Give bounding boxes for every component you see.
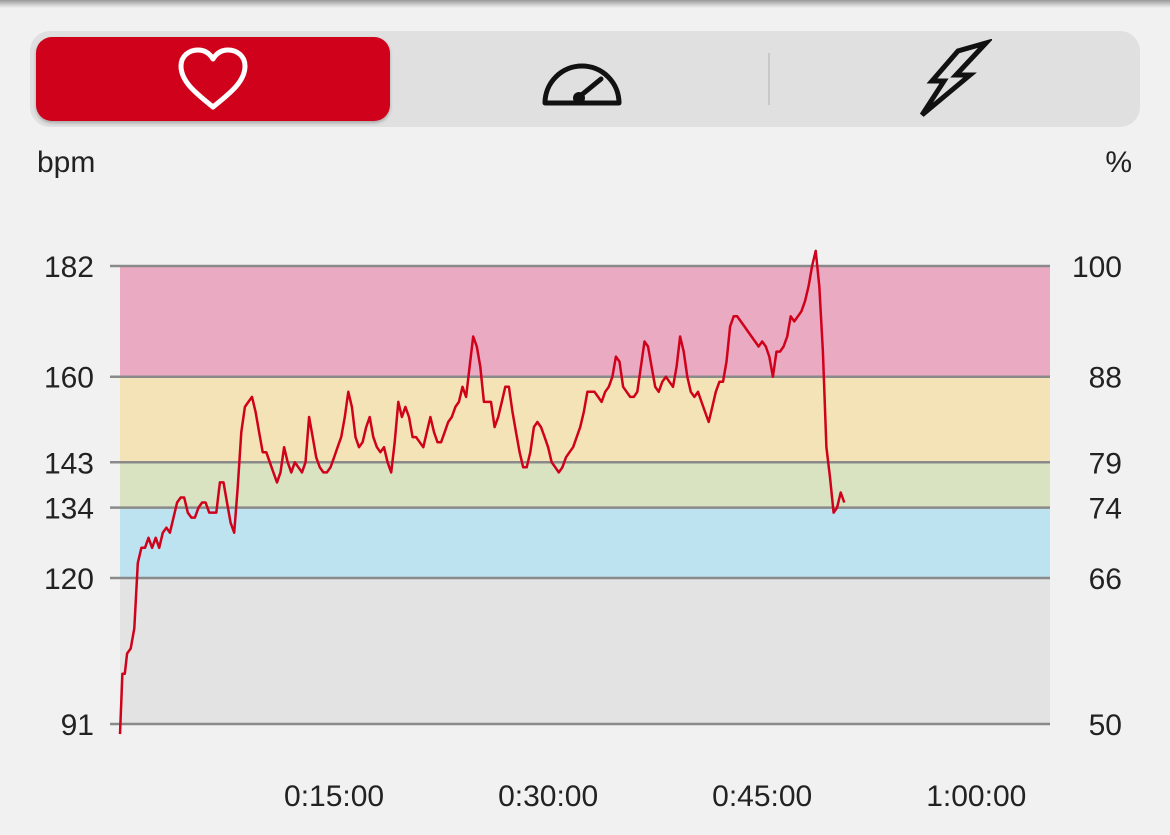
hr-zone-band: [120, 508, 1050, 578]
x-tick-label: 0:45:00: [712, 780, 812, 813]
y-tick-label-left: 160: [44, 362, 94, 395]
y-tick-label-left: 91: [61, 709, 94, 742]
x-tick-label: 0:15:00: [284, 780, 384, 813]
y-tick-label-right: 79: [1089, 447, 1122, 480]
y-tick-label-left: 182: [44, 251, 94, 284]
hr-zone-band: [120, 266, 1050, 377]
y-tick-label-right: 50: [1089, 709, 1122, 742]
y-tick-label-left: 134: [44, 493, 94, 526]
hr-zone-band: [120, 578, 1050, 724]
x-tick-label: 0:30:00: [498, 780, 598, 813]
y-tick-label-left: 120: [44, 563, 94, 596]
y-tick-label-right: 100: [1072, 251, 1122, 284]
y-tick-label-left: 143: [44, 447, 94, 480]
y-tick-label-right: 88: [1089, 362, 1122, 395]
x-tick-label: 1:00:00: [926, 780, 1026, 813]
hr-zone-band: [120, 377, 1050, 463]
y-tick-label-right: 66: [1089, 563, 1122, 596]
hr-zone-band: [120, 462, 1050, 507]
y-tick-label-right: 74: [1089, 493, 1122, 526]
